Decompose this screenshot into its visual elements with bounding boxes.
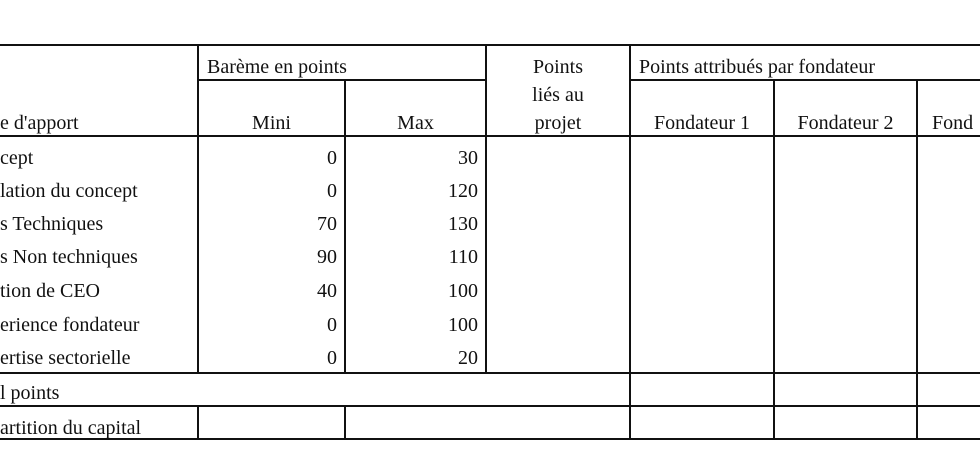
row-mini: 0 — [327, 147, 337, 169]
row-max: 100 — [448, 280, 478, 302]
row-label: s Non techniques — [0, 246, 138, 268]
row-mini: 90 — [317, 246, 337, 268]
row-mini: 40 — [317, 280, 337, 302]
fondateur-1-header: Fondateur 1 — [653, 112, 751, 134]
header-bottom — [0, 135, 980, 137]
row-mini: 0 — [327, 180, 337, 202]
projet-header-line1: Points — [532, 56, 584, 78]
row-label: lation du concept — [0, 180, 138, 202]
table-border-top — [0, 44, 980, 46]
attribues-underline — [629, 79, 980, 81]
capital-repartition-label: artition du capital — [0, 417, 142, 439]
col-divider — [916, 79, 918, 439]
col-divider — [197, 405, 199, 439]
row-mini: 70 — [317, 213, 337, 235]
col-divider — [773, 79, 775, 439]
total-points-label: l points — [0, 382, 60, 404]
projet-header-line3: projet — [534, 112, 582, 134]
row-label: cept — [0, 147, 34, 169]
attribues-header: Points attribués par fondateur — [639, 56, 876, 78]
fondateur-3-header: Fond — [932, 112, 974, 134]
bareme-underline — [197, 79, 487, 81]
row-label: tion de CEO — [0, 280, 100, 302]
projet-header-line2: liés au — [532, 84, 584, 106]
row-label: ertise sectorielle — [0, 347, 131, 369]
row-max: 120 — [448, 180, 478, 202]
capital-row-top — [0, 405, 980, 407]
row-mini: 0 — [327, 347, 337, 369]
row-max: 130 — [448, 213, 478, 235]
row-label: erience fondateur — [0, 314, 140, 336]
col-divider — [197, 44, 199, 372]
mini-header: Mini — [252, 112, 291, 134]
row-max: 100 — [448, 314, 478, 336]
total-row-top — [0, 372, 980, 374]
row-max: 20 — [458, 347, 478, 369]
row-max: 110 — [448, 246, 478, 268]
col-divider — [485, 44, 487, 372]
row-mini: 0 — [327, 314, 337, 336]
row-label: s Techniques — [0, 213, 104, 235]
bareme-header: Barème en points — [207, 56, 347, 78]
table-border-bottom — [0, 438, 980, 440]
col-divider — [344, 405, 346, 439]
row-max: 30 — [458, 147, 478, 169]
fondateur-2-header: Fondateur 2 — [797, 112, 894, 134]
type-apport-header: e d'apport — [0, 112, 79, 134]
max-header: Max — [397, 112, 434, 134]
col-divider — [629, 44, 631, 439]
col-divider — [344, 79, 346, 372]
